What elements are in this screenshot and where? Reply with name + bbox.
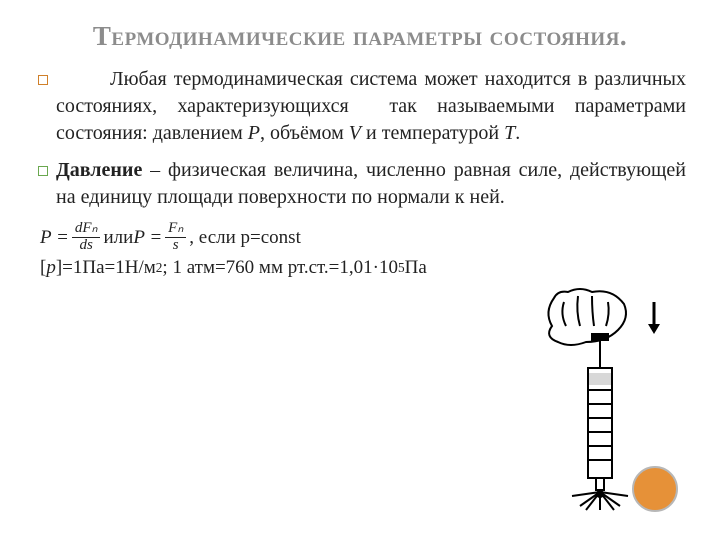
corner-accent-circle bbox=[632, 466, 678, 512]
f-Peq2: P = bbox=[133, 224, 162, 252]
p2-rest: – физическая величина, численно равная с… bbox=[56, 159, 686, 208]
formula-line-1: P = dFₙ ds или P = Fₙ s , если p=const bbox=[40, 221, 686, 254]
formula-block: P = dFₙ ds или P = Fₙ s , если p=const [… bbox=[40, 221, 686, 281]
slide-title: Термодинамические параметры состояния. bbox=[34, 18, 686, 54]
p1-mid1: , объёмом bbox=[260, 122, 349, 144]
bullet-2: Давление – физическая величина, численно… bbox=[34, 157, 686, 211]
p1-end: . bbox=[515, 122, 520, 144]
f-frac2: Fₙ s bbox=[165, 221, 186, 254]
f-units-pa: Па bbox=[405, 254, 427, 282]
p1-mid2: и температурой bbox=[361, 122, 504, 144]
f-units-sup: 2 bbox=[156, 258, 163, 277]
slide: Термодинамические параметры состояния. Л… bbox=[0, 0, 720, 540]
f-or: или bbox=[103, 224, 133, 252]
f-frac1-den: ds bbox=[76, 238, 95, 254]
f-frac2-num: Fₙ bbox=[165, 221, 186, 238]
p1-P: Р bbox=[248, 122, 260, 144]
f-units-rest: ]=1Па=1Н/м bbox=[56, 254, 156, 282]
formula-line-2: [p]=1Па=1Н/м2; 1 атм=760 мм рт.ст.=1,01·… bbox=[40, 254, 686, 282]
f-cond: , если p=const bbox=[189, 224, 301, 252]
bullet-1: Любая термодинамическая система может на… bbox=[34, 66, 686, 147]
f-units-p: p bbox=[46, 254, 56, 282]
p1-T: Т bbox=[504, 122, 515, 144]
f-frac2-den: s bbox=[170, 238, 182, 254]
p1-V: V bbox=[349, 122, 361, 144]
f-Peq: P = bbox=[40, 224, 69, 252]
body-list: Любая термодинамическая система может на… bbox=[34, 66, 686, 211]
f-units-exp: 5 bbox=[398, 258, 405, 277]
f-units-tail: ; 1 атм=760 мм рт.ст.=1,01·10 bbox=[162, 254, 398, 282]
f-frac1-num: dFₙ bbox=[72, 221, 101, 238]
p2-term: Давление bbox=[56, 159, 142, 181]
f-frac1: dFₙ ds bbox=[72, 221, 101, 254]
